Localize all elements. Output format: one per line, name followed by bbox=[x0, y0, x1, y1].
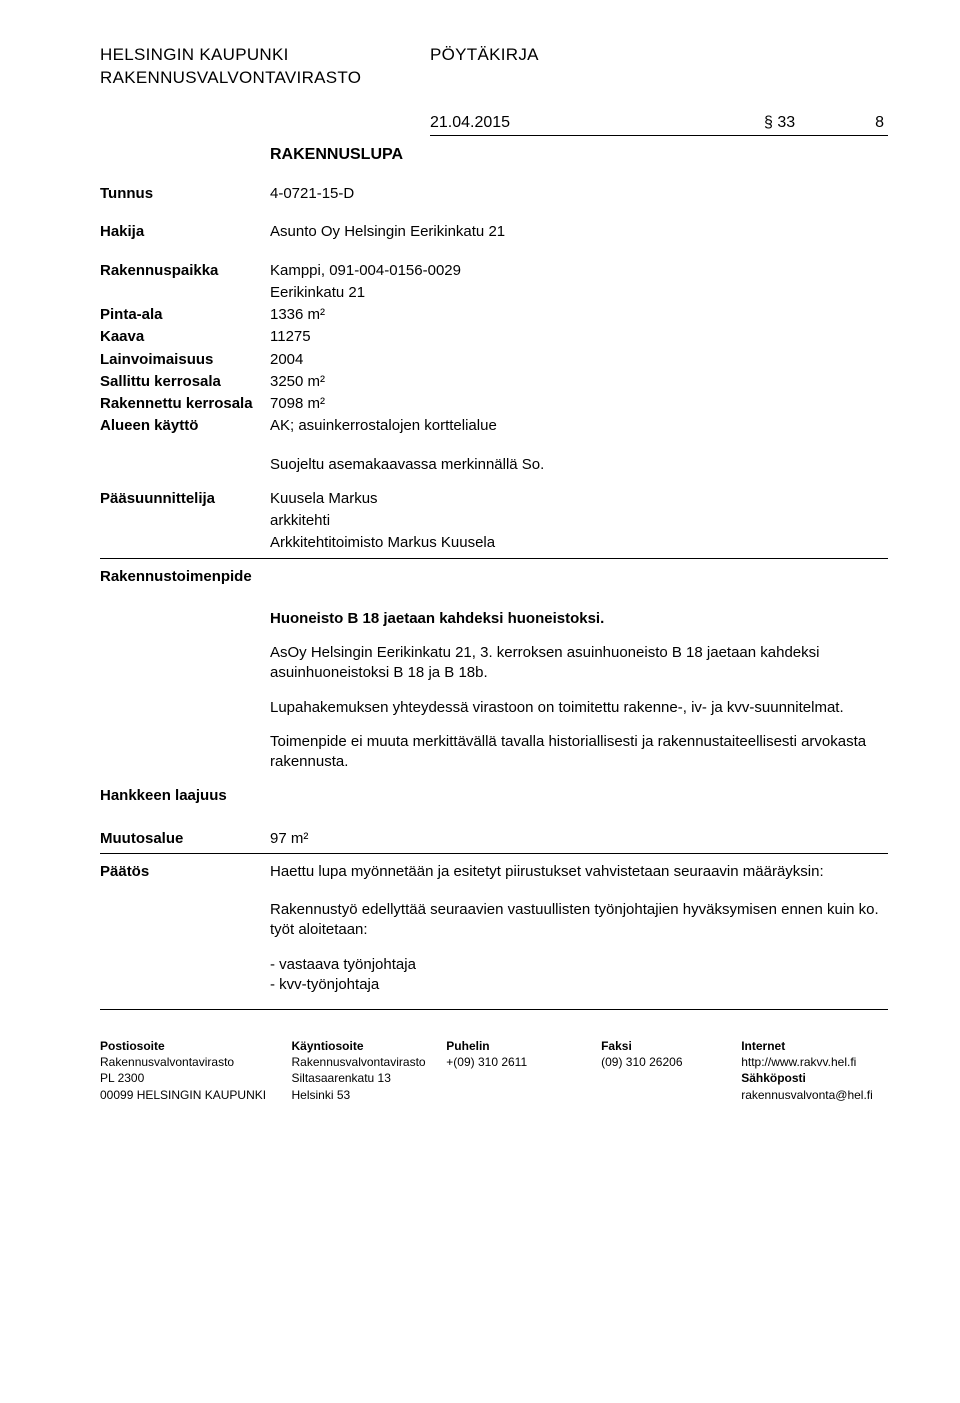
value-address: Eerikinkatu 21 bbox=[270, 283, 888, 303]
value-sallittu-kerrosala: 3250 m² bbox=[270, 372, 888, 392]
label-kaava: Kaava bbox=[100, 327, 270, 347]
toimenpide-p2: Lupahakemuksen yhteydessä virastoon on t… bbox=[270, 698, 888, 718]
paatos-bullets: - vastaava työnjohtaja - kvv-työnjohtaja bbox=[270, 955, 888, 996]
permit-type: RAKENNUSLUPA bbox=[270, 144, 888, 166]
row-paasuunnittelija-office: Arkkitehtitoimisto Markus Kuusela bbox=[100, 533, 888, 553]
label-paasuunnittelija: Pääsuunnittelija bbox=[100, 489, 270, 509]
row-paasuunnittelija: Pääsuunnittelija Kuusela Markus bbox=[100, 489, 888, 509]
footer-col-internet: Internet http://www.rakvv.hel.fi Sähköpo… bbox=[741, 1038, 888, 1103]
row-tunnus: Tunnus 4-0721-15-D bbox=[100, 184, 888, 204]
date: 21.04.2015 bbox=[430, 112, 764, 134]
row-paatos: Päätös Haettu lupa myönnetään ja esitety… bbox=[100, 862, 888, 882]
label-tunnus: Tunnus bbox=[100, 184, 270, 204]
footer-col-kayntiosoite: Käyntiosoite Rakennusvalvontavirasto Sil… bbox=[292, 1038, 439, 1103]
label-paatos: Päätös bbox=[100, 862, 270, 882]
row-sallittu-kerrosala: Sallittu kerrosala 3250 m² bbox=[100, 372, 888, 392]
value-rakennettu-kerrosala: 7098 m² bbox=[270, 394, 888, 414]
value-lainvoimaisuus: 2004 bbox=[270, 350, 888, 370]
footer-c1-l1: Rakennusvalvontavirasto bbox=[100, 1054, 284, 1070]
toimenpide-p1: AsOy Helsingin Eerikinkatu 21, 3. kerrok… bbox=[270, 643, 888, 684]
suojelu-note: Suojeltu asemakaavassa merkinnällä So. bbox=[270, 455, 888, 475]
footer-c2-l1: Rakennusvalvontavirasto bbox=[292, 1054, 439, 1070]
row-kaava: Kaava 11275 bbox=[100, 327, 888, 347]
label-hankkeen-laajuus: Hankkeen laajuus bbox=[100, 786, 888, 806]
label-muutosalue: Muutosalue bbox=[100, 829, 270, 849]
footer-c2-l2: Siltasaarenkatu 13 bbox=[292, 1070, 439, 1086]
footer-c5-l1: http://www.rakvv.hel.fi bbox=[741, 1054, 888, 1070]
value-rakennuspaikka: Kamppi, 091-004-0156-0029 bbox=[270, 261, 888, 281]
divider bbox=[100, 558, 888, 559]
footer-h2: Käyntiosoite bbox=[292, 1038, 439, 1054]
footer-c5-l3: rakennusvalvonta@hel.fi bbox=[741, 1087, 888, 1103]
paatos-p1: Haettu lupa myönnetään ja esitetyt piiru… bbox=[270, 862, 888, 882]
label-rakennuspaikka: Rakennuspaikka bbox=[100, 261, 270, 281]
footer-h5: Internet bbox=[741, 1038, 888, 1054]
footer-divider bbox=[100, 1009, 888, 1010]
doc-type-header: PÖYTÄKIRJA bbox=[430, 44, 888, 67]
footer-c3-l1: +(09) 310 2611 bbox=[446, 1054, 593, 1070]
toimenpide-p3: Toimenpide ei muuta merkittävällä tavall… bbox=[270, 732, 888, 773]
header-left: HELSINGIN KAUPUNKI bbox=[100, 44, 430, 67]
value-paasuunnittelija-office: Arkkitehtitoimisto Markus Kuusela bbox=[270, 533, 888, 553]
org-line-1: HELSINGIN KAUPUNKI bbox=[100, 44, 430, 67]
label-lainvoimaisuus: Lainvoimaisuus bbox=[100, 350, 270, 370]
value-paasuunnittelija-title: arkkitehti bbox=[270, 511, 888, 531]
footer-col-faksi: Faksi (09) 310 26206 bbox=[601, 1038, 733, 1103]
page-number: 8 bbox=[844, 112, 884, 134]
row-hakija: Hakija Asunto Oy Helsingin Eerikinkatu 2… bbox=[100, 222, 888, 242]
row-lainvoimaisuus: Lainvoimaisuus 2004 bbox=[100, 350, 888, 370]
row-address: Eerikinkatu 21 bbox=[100, 283, 888, 303]
paatos-p2: Rakennustyö edellyttää seuraavien vastuu… bbox=[270, 900, 888, 941]
value-tunnus: 4-0721-15-D bbox=[270, 184, 888, 204]
footer: Postiosoite Rakennusvalvontavirasto PL 2… bbox=[100, 1038, 888, 1103]
footer-c2-l3: Helsinki 53 bbox=[292, 1087, 439, 1103]
footer-h4: Faksi bbox=[601, 1038, 733, 1054]
row-rakennettu-kerrosala: Rakennettu kerrosala 7098 m² bbox=[100, 394, 888, 414]
label-pinta-ala: Pinta-ala bbox=[100, 305, 270, 325]
toimenpide-headline: Huoneisto B 18 jaetaan kahdeksi huoneist… bbox=[270, 609, 888, 629]
value-paasuunnittelija-name: Kuusela Markus bbox=[270, 489, 888, 509]
row-rakennuspaikka: Rakennuspaikka Kamppi, 091-004-0156-0029 bbox=[100, 261, 888, 281]
row-alueen-kaytto: Alueen käyttö AK; asuinkerrostalojen kor… bbox=[100, 416, 888, 436]
footer-c4-l1: (09) 310 26206 bbox=[601, 1054, 733, 1070]
date-section-line: 21.04.2015 § 33 8 bbox=[430, 112, 888, 137]
row-paasuunnittelija-title: arkkitehti bbox=[100, 511, 888, 531]
header: HELSINGIN KAUPUNKI PÖYTÄKIRJA bbox=[100, 44, 888, 67]
section-number: § 33 bbox=[764, 112, 844, 134]
footer-col-postiosoite: Postiosoite Rakennusvalvontavirasto PL 2… bbox=[100, 1038, 284, 1103]
footer-col-puhelin: Puhelin +(09) 310 2611 bbox=[446, 1038, 593, 1103]
label-hakija: Hakija bbox=[100, 222, 270, 242]
footer-h3: Puhelin bbox=[446, 1038, 593, 1054]
divider bbox=[100, 853, 888, 854]
value-hakija: Asunto Oy Helsingin Eerikinkatu 21 bbox=[270, 222, 888, 242]
label-rakennettu-kerrosala: Rakennettu kerrosala bbox=[100, 394, 270, 414]
footer-c1-l2: PL 2300 bbox=[100, 1070, 284, 1086]
row-muutosalue: Muutosalue 97 m² bbox=[100, 829, 888, 849]
paatos-b2: - kvv-työnjohtaja bbox=[270, 975, 888, 995]
org-line-2: RAKENNUSVALVONTAVIRASTO bbox=[100, 67, 888, 90]
value-kaava: 11275 bbox=[270, 327, 888, 347]
paatos-b1: - vastaava työnjohtaja bbox=[270, 955, 888, 975]
label-rakennustoimenpide: Rakennustoimenpide bbox=[100, 567, 888, 587]
label-sallittu-kerrosala: Sallittu kerrosala bbox=[100, 372, 270, 392]
header-right: PÖYTÄKIRJA bbox=[430, 44, 888, 67]
label-alueen-kaytto: Alueen käyttö bbox=[100, 416, 270, 436]
footer-c1-l3: 00099 HELSINGIN KAUPUNKI bbox=[100, 1087, 284, 1103]
value-alueen-kaytto: AK; asuinkerrostalojen korttelialue bbox=[270, 416, 888, 436]
footer-h1: Postiosoite bbox=[100, 1038, 284, 1054]
value-pinta-ala: 1336 m² bbox=[270, 305, 888, 325]
value-muutosalue: 97 m² bbox=[270, 829, 888, 849]
footer-c5-l2h: Sähköposti bbox=[741, 1070, 888, 1086]
row-pinta-ala: Pinta-ala 1336 m² bbox=[100, 305, 888, 325]
